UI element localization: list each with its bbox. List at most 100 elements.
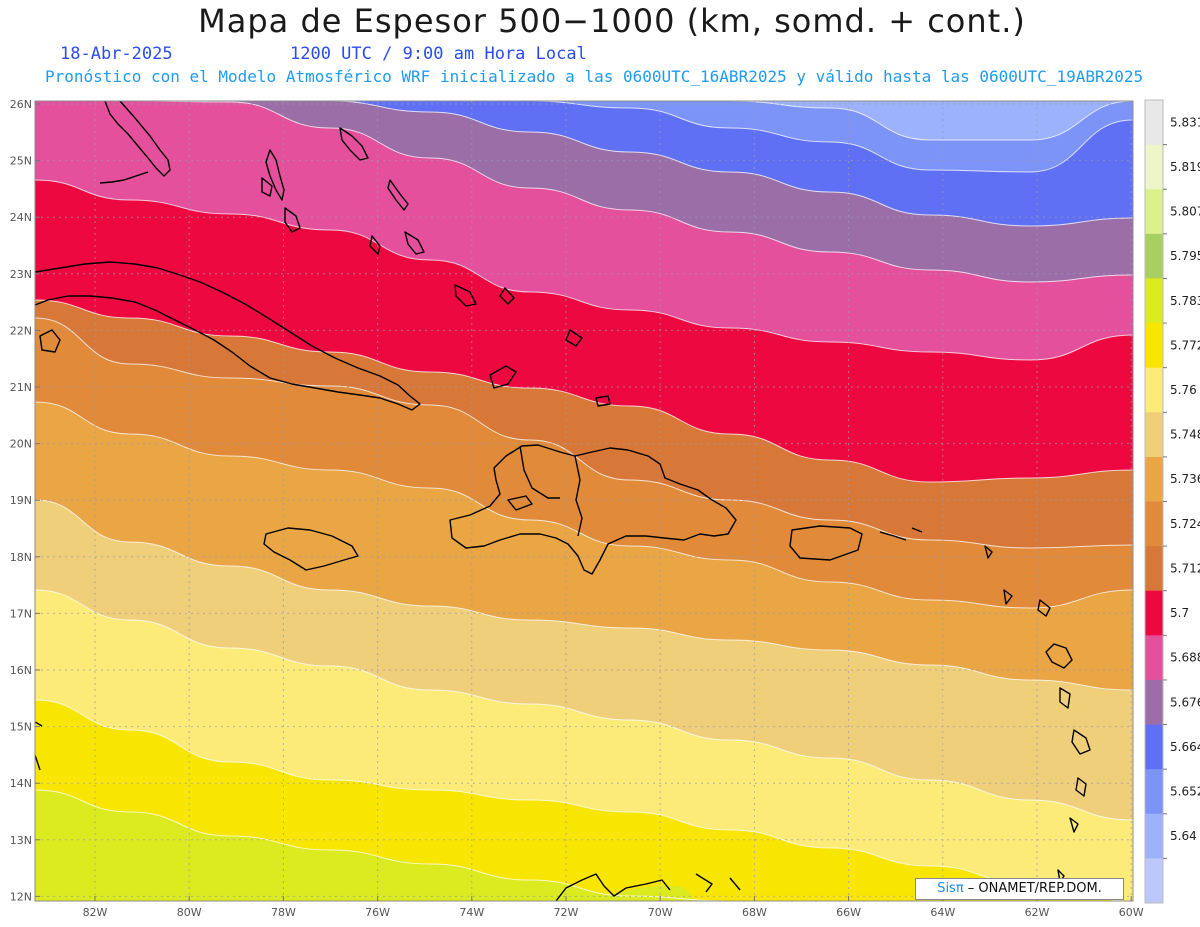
guadeloupe [1045,643,1073,669]
band-3 [35,101,1133,226]
contour-lines [35,101,1133,901]
florida-keys [99,171,149,184]
lat-label: 24N [10,211,32,224]
colorbar-swatch [1145,679,1163,726]
colorbar-swatch [1145,367,1163,413]
band-7 [35,300,1133,548]
colorbar-label: 5.712 [1170,561,1200,575]
colorbar-label: 5.7 [1170,606,1189,620]
lat-label: 17N [10,607,32,620]
colorbar-swatch [1145,858,1163,904]
band-5 [35,101,1133,360]
bahamas-3 [284,207,301,233]
virgin-islands [879,527,923,541]
lat-lon-grid [35,101,1133,901]
lon-label: 70W [648,906,673,919]
band-8 [35,318,1133,608]
colorbar-swatch [1145,412,1163,458]
contour-line [35,101,1133,141]
cuba-coast [35,261,421,411]
colorbar-swatch [1145,100,1163,146]
jamaica-coast [263,527,359,571]
contour-line [35,101,1133,283]
bahamas-7 [404,231,425,255]
valid-date: 18-Abr-2025 [60,44,173,64]
isla-juventud-coast [39,329,61,353]
coastlines [35,101,1091,901]
thickness-bands [35,101,1133,901]
colorbar-swatch [1145,501,1163,547]
bahamas-8 [454,284,477,307]
colorbar-swatch [1145,456,1163,502]
colorbar-label: 5.724 [1170,517,1200,531]
contour-line [35,101,1133,173]
gonave-island [507,495,533,511]
lon-label: 82W [83,906,108,919]
coast-west [35,721,43,771]
band-11 [35,590,1133,901]
band-lowest [210,855,480,901]
axis-ticks [35,103,1132,901]
lat-label: 14N [10,777,32,790]
colorbar-label: 5.652 [1170,784,1200,798]
colorbar-label: 5.688 [1170,651,1200,665]
hispaniola-coast [449,444,737,575]
haiti-north-peninsula [519,445,560,499]
bahamas-9 [499,287,515,305]
colorbar-swatch [1145,323,1163,369]
lat-label: 12N [10,890,32,903]
colorbar-label: 5.772 [1170,338,1200,352]
colorbar-swatch [1145,278,1163,324]
credit-badge: Sisπ – ONAMET/REP.DOM. [915,878,1124,900]
colorbar: 5.831 5.819 5.807 5.795 5.783 5.772 5.76 5.748 5… [1144,99,1200,904]
colorbar-label: 5.748 [1170,428,1200,442]
lat-label: 15N [10,721,32,734]
bahamas-4 [339,127,369,161]
lesser-antilles-1 [984,545,993,559]
lon-label: 74W [459,906,484,919]
map-title: Mapa de Espesor 500−1000 (km, somd. + co… [198,2,1026,40]
colorbar-swatch [1145,189,1163,235]
bahamas-2 [261,177,273,197]
lon-label: 72W [554,906,579,919]
lat-label: 25N [10,155,32,168]
lat-label: 23N [10,268,32,281]
map-frame [34,100,1134,902]
contour-line [35,789,1133,901]
colorbar-swatch [1145,635,1163,681]
lon-label: 60W [1119,906,1144,919]
contour-line [35,589,1133,821]
contour-line [35,401,1133,609]
bahamas-1 [265,149,285,201]
band-6 [35,180,1133,482]
lon-label: 78W [271,906,296,919]
haiti-dr-border [574,455,583,537]
puerto-rico-coast [789,525,863,561]
colorbar-swatch [1145,144,1163,190]
contour-line [35,699,1133,901]
colorbar-label: 5.819 [1170,160,1200,174]
lat-label: 19N [10,494,32,507]
colorbar-label: 5.783 [1170,294,1200,308]
contour-line [35,299,1133,483]
lat-label: 26N [10,98,32,111]
lon-label: 80W [177,906,202,919]
lat-label: 21N [10,381,32,394]
florida-coast [104,101,171,177]
colorbar-label: 5.831 [1170,115,1200,129]
colorbar-swatch [1145,233,1163,279]
lon-label: 68W [742,906,767,919]
colorbar-label: 5.736 [1170,472,1200,486]
lon-label: 64W [930,906,955,919]
contour-line [35,499,1133,691]
lon-label: 62W [1025,906,1050,919]
bahamas-10 [565,329,583,347]
venezuela-coast [555,873,671,901]
sispi-logo: Sisπ [937,881,964,896]
colorbar-label: 5.676 [1170,695,1200,709]
colorbar-swatch [1145,590,1163,636]
lat-label: 16N [10,664,32,677]
colorbar-swatch [1145,813,1163,859]
lesser-antilles-2 [1003,589,1013,605]
credit-org: – ONAMET/REP.DOM. [963,881,1102,896]
